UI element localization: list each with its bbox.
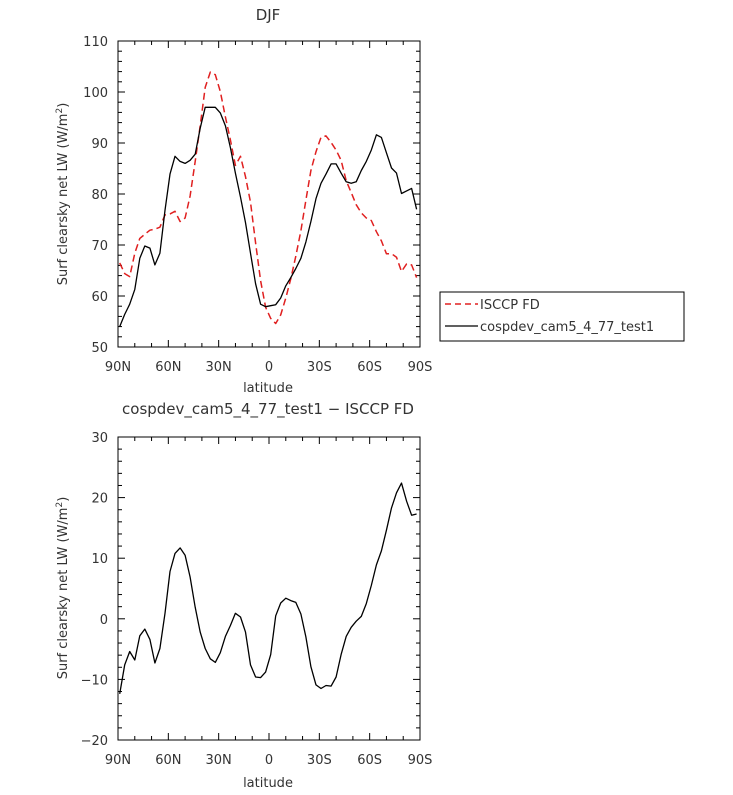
legend-label-model: cospdev_cam5_4_77_test1 <box>480 320 654 335</box>
bottom-y-tick-label: −10 <box>81 673 108 688</box>
bottom-y-label-end: ) <box>56 497 71 502</box>
bottom-series-group <box>119 482 417 695</box>
bottom-chart-title: cospdev_cam5_4_77_test1 − ISCCP FD <box>122 400 414 419</box>
legend-box <box>439 291 685 342</box>
bottom-x-tick-label: 30N <box>206 753 232 768</box>
bottom-x-tick-label: 60N <box>155 753 181 768</box>
top-y-tick-label: 100 <box>83 86 108 101</box>
top-x-tick-label: 0 <box>265 360 273 375</box>
bottom-y-label-superscript: 2 <box>55 502 65 508</box>
top-y-tick-label: 50 <box>91 341 108 356</box>
bottom-y-tick-label: 20 <box>91 492 108 507</box>
top-y-tick-label: 80 <box>91 188 108 203</box>
bottom-y-tick-label: −20 <box>81 734 108 749</box>
bottom-x-axis-label: latitude <box>243 776 293 791</box>
bottom-x-tick-label: 90N <box>105 753 131 768</box>
bottom-x-tick-label: 30S <box>307 753 332 768</box>
bottom-series-line-0 <box>119 482 417 695</box>
top-x-tick-label: 60N <box>155 360 181 375</box>
top-chart-title: DJF <box>256 6 281 24</box>
bottom-y-tick-label: 30 <box>91 431 108 446</box>
bottom-y-axis-label: Surf clearsky net LW (W/m2) <box>55 497 71 680</box>
top-y-label-end: ) <box>56 103 71 108</box>
bottom-y-label-main: Surf clearsky net LW (W/m <box>56 508 71 680</box>
top-y-axis-label: Surf clearsky net LW (W/m2) <box>55 103 71 286</box>
top-x-tick-label: 60S <box>357 360 382 375</box>
top-x-tick-label: 90N <box>105 360 131 375</box>
top-y-tick-label: 60 <box>91 290 108 305</box>
top-plot-frame <box>117 40 421 348</box>
legend: ISCCP FD cospdev_cam5_4_77_test1 <box>439 291 685 342</box>
top-series-group <box>119 71 418 327</box>
bottom-y-tick-label: 0 <box>100 613 108 628</box>
top-x-tick-label: 90S <box>408 360 433 375</box>
legend-label-isccp: ISCCP FD <box>480 298 540 313</box>
bottom-y-tick-label: 10 <box>91 552 108 567</box>
top-x-tick-label: 30N <box>206 360 232 375</box>
bottom-axis-ticks: 90N 60N 30N 0 30S 60S 90S −20 −10 0 10 20 30 <box>81 431 433 768</box>
top-panel: DJF 90N 60N 30N 0 30S 60S 90S5060708090100110 … <box>55 6 432 396</box>
top-series-line-1 <box>119 106 418 327</box>
bottom-plot-frame <box>117 436 421 741</box>
bottom-panel: cospdev_cam5_4_77_test1 − ISCCP FD 90N 60… <box>55 400 432 791</box>
top-y-tick-label: 70 <box>91 239 108 254</box>
top-series-line-0 <box>119 71 418 325</box>
top-y-tick-label: 110 <box>83 35 108 50</box>
top-x-tick-label: 30S <box>307 360 332 375</box>
top-axis-ticks: 90N 60N 30N 0 30S 60S 90S 50 60 70 80 90 100 110 <box>83 35 432 375</box>
top-x-axis-label: latitude <box>243 381 293 396</box>
bottom-x-tick-label: 60S <box>357 753 382 768</box>
top-y-tick-label: 90 <box>91 137 108 152</box>
top-y-label-superscript: 2 <box>55 108 65 114</box>
bottom-x-tick-label: 90S <box>408 753 433 768</box>
bottom-x-tick-label: 0 <box>265 753 273 768</box>
top-y-label-main: Surf clearsky net LW (W/m <box>56 114 71 286</box>
